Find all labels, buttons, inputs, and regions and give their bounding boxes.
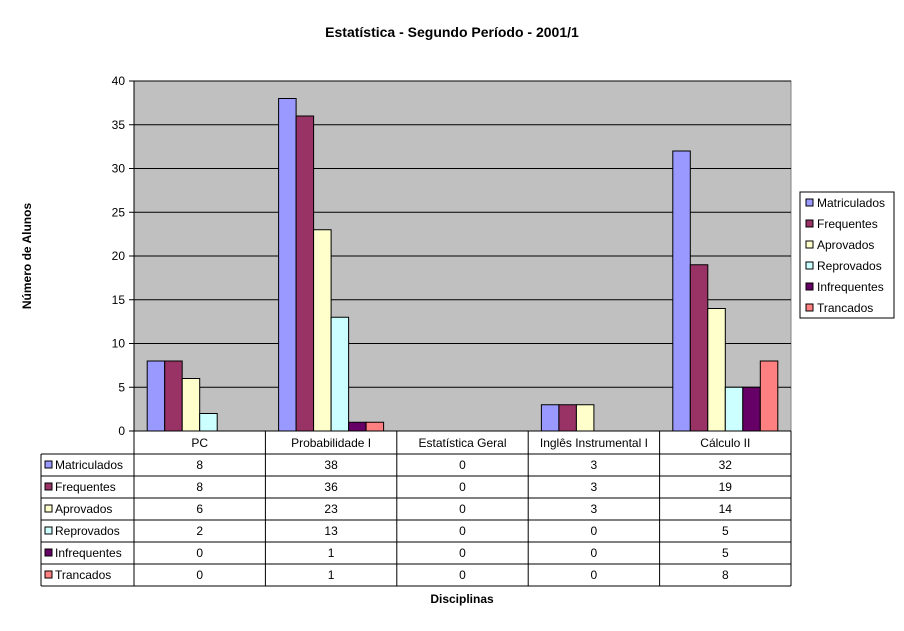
table-series-swatch — [44, 460, 53, 469]
table-series-swatch — [44, 570, 53, 579]
bar — [278, 98, 297, 432]
bar — [348, 421, 367, 432]
bar — [164, 360, 183, 432]
table-cell-value: 1 — [328, 568, 335, 582]
y-tick-label: 0 — [118, 424, 125, 438]
table-cell-value: 2 — [196, 524, 203, 538]
table-cell-value: 1 — [328, 546, 335, 560]
y-tick-label: 15 — [112, 293, 126, 307]
bar — [365, 421, 385, 432]
legend: Matriculados Frequentes Aprovados Reprovado… — [799, 191, 895, 319]
table-cell-value: 32 — [719, 458, 733, 472]
bar — [575, 404, 595, 432]
category-label: Estatística Geral — [418, 436, 506, 450]
table-cell-value: 13 — [324, 524, 338, 538]
legend-entry: Trancados — [817, 301, 873, 315]
bar — [199, 413, 218, 432]
table-cell-value: 8 — [722, 568, 729, 582]
legend-entry: Frequentes — [817, 217, 878, 231]
legend-entry: Infrequentes — [817, 280, 884, 294]
table-cell-value: 0 — [459, 458, 466, 472]
table-cell-value: 19 — [719, 480, 733, 494]
legend-box — [799, 191, 895, 319]
y-axis-label: Número de Alunos — [20, 203, 34, 310]
bar — [759, 360, 779, 432]
table-cell-value: 0 — [591, 546, 598, 560]
y-tick-label: 40 — [112, 74, 126, 88]
bar — [672, 150, 691, 432]
table-series-swatch — [44, 548, 53, 557]
table-cell-value: 6 — [196, 502, 203, 516]
table-cell-value: 38 — [324, 458, 338, 472]
table-cell-value: 8 — [196, 458, 203, 472]
y-tick-label: 25 — [112, 205, 126, 219]
table-series-label: Frequentes — [55, 480, 116, 494]
legend-swatch — [805, 240, 814, 249]
table-series-label: Aprovados — [55, 502, 112, 516]
legend-entry: Aprovados — [817, 238, 874, 252]
table-series-label: Matriculados — [55, 458, 123, 472]
table-cell-value: 3 — [591, 480, 598, 494]
y-tick-label: 20 — [112, 249, 126, 263]
category-label: Cálculo II — [700, 436, 750, 450]
table-cell-value: 36 — [324, 480, 338, 494]
y-tick-label: 30 — [112, 162, 126, 176]
table-cell-value: 0 — [591, 524, 598, 538]
legend-swatch — [805, 198, 814, 207]
table-cell-value: 0 — [196, 546, 203, 560]
bar — [707, 308, 726, 432]
table-cell-value: 14 — [719, 502, 733, 516]
y-tick-label: 5 — [118, 380, 125, 394]
bar — [689, 264, 709, 432]
category-label: PC — [191, 436, 208, 450]
bar — [313, 229, 332, 432]
x-axis-label: Disciplinas — [430, 592, 494, 606]
bar — [295, 115, 315, 432]
table-cell-value: 5 — [722, 524, 729, 538]
legend-entry: Reprovados — [817, 259, 882, 273]
table-cell-value: 0 — [591, 568, 598, 582]
legend-entry: Matriculados — [817, 196, 885, 210]
table-series-label: Infrequentes — [55, 546, 122, 560]
bar — [558, 404, 577, 432]
legend-swatch — [805, 219, 814, 228]
table-cell-value: 0 — [459, 480, 466, 494]
table-cell-value: 0 — [459, 568, 466, 582]
bar — [742, 386, 761, 432]
table-cell-value: 5 — [722, 546, 729, 560]
category-label: Inglês Instrumental I — [540, 436, 648, 450]
table-cell-value: 3 — [591, 502, 598, 516]
table-cell-value: 0 — [196, 568, 203, 582]
table-cell-value: 3 — [591, 458, 598, 472]
bar — [540, 404, 560, 432]
table-cell-value: 0 — [459, 546, 466, 560]
bar — [330, 316, 350, 432]
table-cell-value: 8 — [196, 480, 203, 494]
table-series-label: Reprovados — [55, 524, 120, 538]
legend-swatch — [805, 261, 814, 270]
table-series-swatch — [44, 504, 53, 513]
plot-area: 0 5 10 15 20 25 30 35 40 — [112, 74, 792, 438]
bar — [146, 360, 166, 432]
data-table: PC Probabilidade I Estatística Geral Inglês… — [40, 430, 792, 587]
table-series-label: Trancados — [55, 568, 111, 582]
y-tick-label: 35 — [112, 118, 126, 132]
legend-swatch — [805, 303, 814, 312]
chart-title: Estatística - Segundo Período - 2001/1 — [325, 24, 579, 40]
table-series-swatch — [44, 526, 53, 535]
bar — [181, 378, 201, 432]
category-label: Probabilidade I — [291, 436, 371, 450]
table-cell-value: 23 — [324, 502, 338, 516]
bar — [724, 386, 744, 432]
y-tick-label: 10 — [112, 337, 126, 351]
table-cell-value: 0 — [459, 524, 466, 538]
table-cell-value: 0 — [459, 502, 466, 516]
legend-swatch — [805, 282, 814, 291]
table-series-swatch — [44, 482, 53, 491]
